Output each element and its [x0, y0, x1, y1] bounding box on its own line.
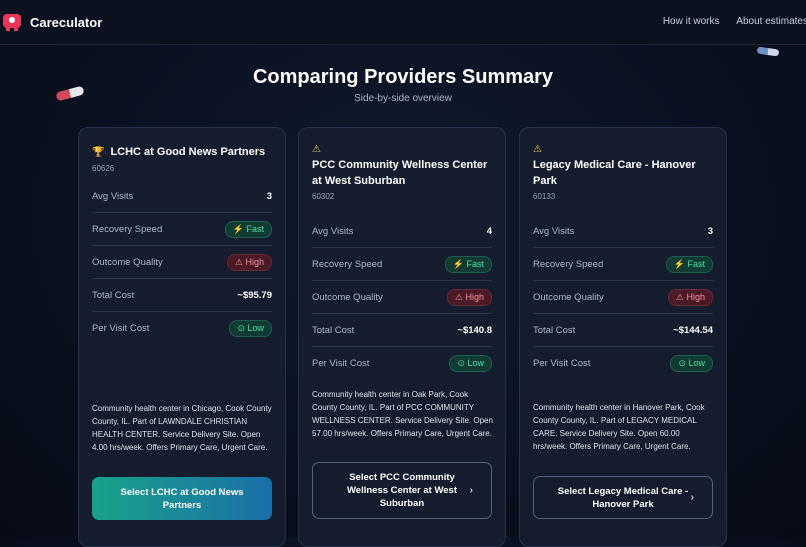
- avg-visits-value: 3: [266, 191, 272, 202]
- recovery-badge: ⚡ Fast: [665, 256, 713, 273]
- provider-name: Legacy Medical Care - Hanover Park: [533, 159, 696, 187]
- provider-description: Community health center in Oak Park, Coo…: [312, 390, 493, 438]
- select-provider-button[interactable]: Select PCC Community Wellness Center at …: [312, 462, 492, 519]
- row-recovery-speed: Recovery Speed ⚡ Fast: [533, 248, 713, 281]
- nav-about-estimates[interactable]: About estimates: [736, 16, 806, 27]
- chevron-right-icon: ›: [690, 491, 694, 503]
- page-subtitle: Side-by-side overview: [354, 93, 452, 104]
- total-cost-value: ~$95.79: [237, 290, 272, 301]
- outcome-badge: ⚠ High: [446, 289, 492, 306]
- outcome-badge: ⚠ High: [226, 254, 272, 271]
- row-outcome-quality: Outcome Quality ⚠ High: [92, 246, 272, 279]
- row-outcome-quality: Outcome Quality ⚠ High: [533, 281, 713, 314]
- provider-description: Community health center in Chicago, Cook…: [92, 404, 272, 452]
- chevron-right-icon: ›: [469, 484, 473, 496]
- app-name[interactable]: Careculator: [30, 15, 103, 30]
- provider-zip: 60626: [92, 164, 115, 173]
- row-total-cost: Total Cost ~$144.54: [533, 314, 713, 347]
- row-recovery-speed: Recovery Speed ⚡ Fast: [312, 248, 492, 281]
- page-title: Comparing Providers Summary: [252, 66, 554, 88]
- per-visit-badge: ⊙ Low: [670, 355, 713, 372]
- provider-name: LCHC at Good News Partners: [110, 146, 266, 158]
- recovery-badge: ⚡ Fast: [224, 221, 272, 238]
- total-cost-value: ~$140.8: [457, 325, 492, 336]
- row-avg-visits: Avg Visits 4: [312, 215, 492, 248]
- outcome-badge: ⚠ High: [667, 289, 713, 306]
- per-visit-badge: ⊙ Low: [449, 355, 492, 372]
- logo-icon[interactable]: [3, 12, 21, 32]
- warning-icon: ⚠: [312, 144, 321, 155]
- top-nav: How it works About estimates: [649, 16, 806, 27]
- row-per-visit-cost: Per Visit Cost ⊙ Low: [533, 347, 713, 379]
- trophy-icon: 🏆: [92, 147, 105, 158]
- total-cost-value: ~$144.54: [673, 325, 713, 336]
- row-avg-visits: Avg Visits 3: [533, 215, 713, 248]
- provider-zip: 60133: [533, 192, 556, 201]
- row-outcome-quality: Outcome Quality ⚠ High: [312, 281, 492, 314]
- per-visit-badge: ⊙ Low: [229, 320, 272, 337]
- row-per-visit-cost: Per Visit Cost ⊙ Low: [92, 312, 272, 344]
- row-per-visit-cost: Per Visit Cost ⊙ Low: [312, 347, 492, 379]
- provider-card-3: ⚠ Legacy Medical Care - Hanover Park 6013…: [519, 127, 727, 547]
- nav-how-it-works[interactable]: How it works: [662, 16, 720, 27]
- row-recovery-speed: Recovery Speed ⚡ Fast: [92, 213, 272, 246]
- select-provider-button[interactable]: Select LCHC at Good News Partners: [92, 477, 272, 520]
- warning-icon: ⚠: [533, 144, 542, 155]
- provider-card-2: ⚠ PCC Community Wellness Center at West S…: [298, 127, 506, 547]
- row-total-cost: Total Cost ~$95.79: [92, 279, 272, 312]
- recovery-badge: ⚡ Fast: [444, 256, 492, 273]
- provider-name: PCC Community Wellness Center at West Sub…: [312, 159, 488, 187]
- provider-description: Community health center in Hanover Park,…: [533, 403, 705, 451]
- row-total-cost: Total Cost ~$140.8: [312, 314, 492, 347]
- provider-card-1: 🏆 LCHC at Good News Partners 60626 Avg Vi…: [78, 127, 286, 547]
- avg-visits-value: 4: [486, 226, 492, 237]
- row-avg-visits: Avg Visits 3: [92, 180, 272, 213]
- avg-visits-value: 3: [707, 226, 713, 237]
- select-provider-button[interactable]: Select Legacy Medical Care - Hanover Par…: [533, 476, 713, 519]
- provider-zip: 60302: [312, 192, 335, 201]
- decor-pill-right: [756, 46, 780, 57]
- top-bar: Careculator How it works About estimates: [0, 0, 806, 45]
